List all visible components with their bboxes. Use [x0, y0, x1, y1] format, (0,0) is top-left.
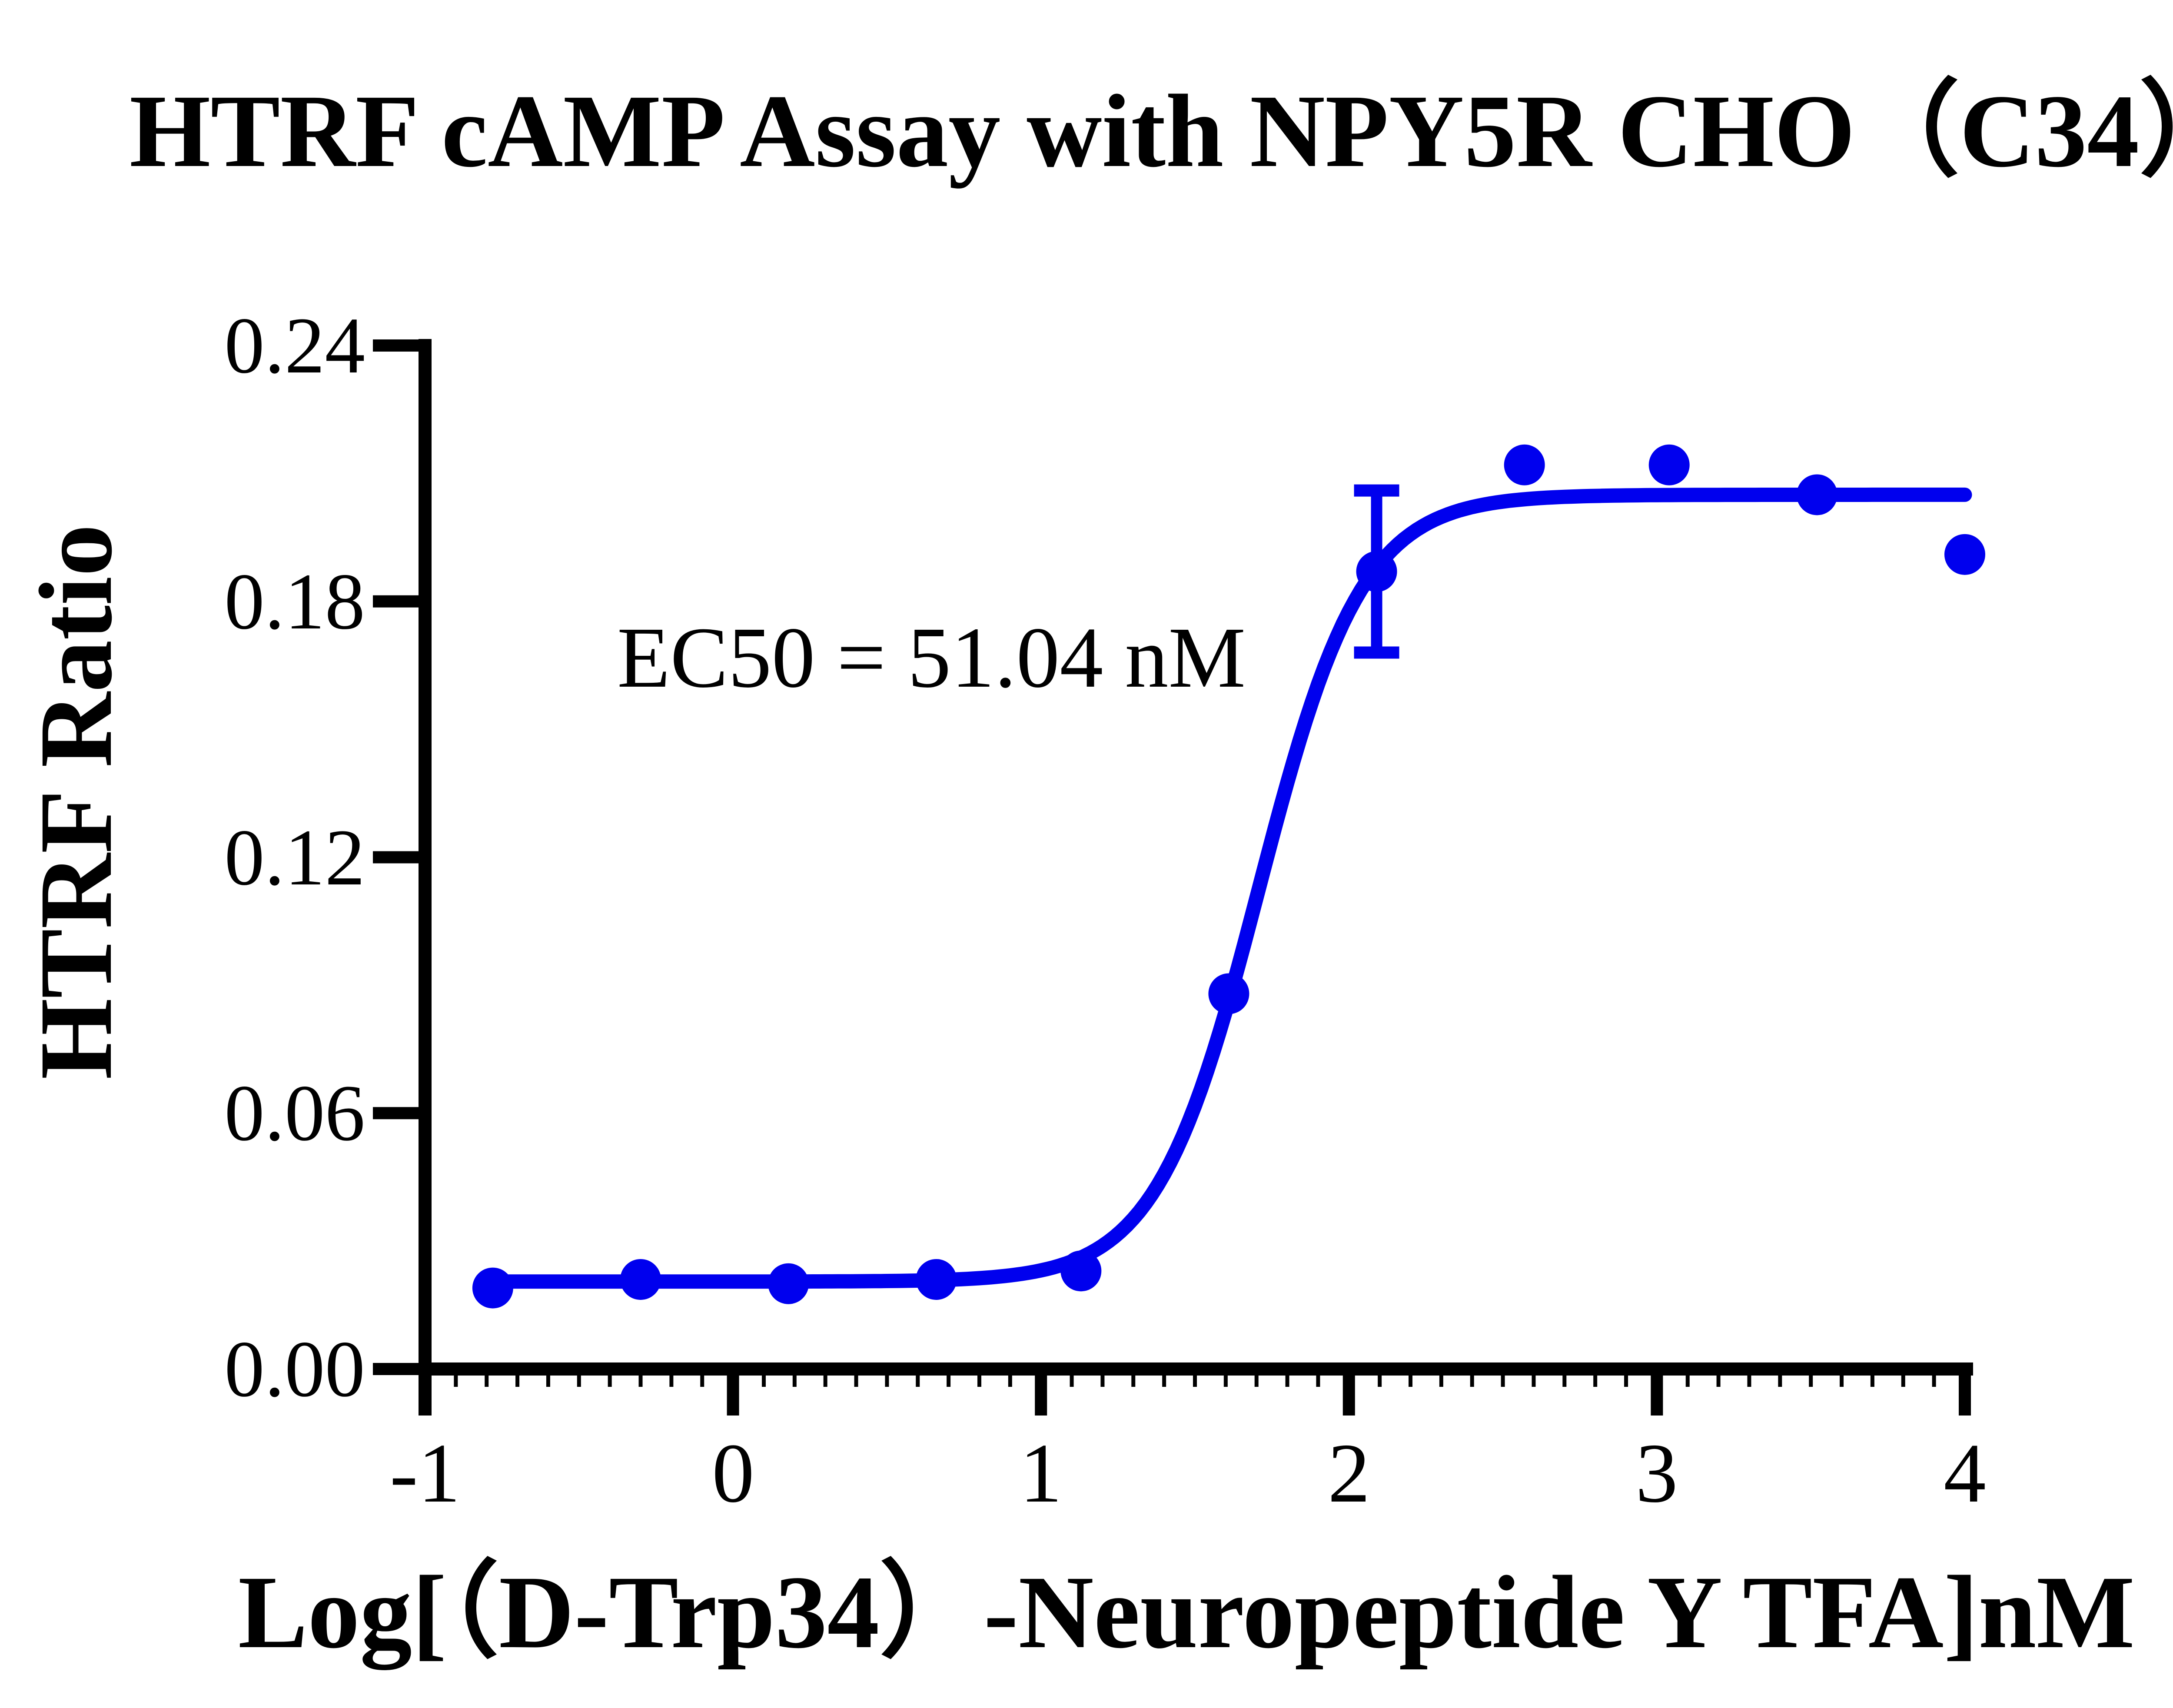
- x-minor-tick: [1223, 1376, 1228, 1387]
- x-minor-tick: [485, 1376, 489, 1387]
- x-minor-tick: [1070, 1376, 1074, 1387]
- x-tick-labels: -1 0 1 2 3 4: [390, 1426, 1986, 1520]
- x-minor-tick: [1901, 1376, 1905, 1387]
- y-tick-label-0.06: 0.06: [224, 1069, 365, 1158]
- x-minor-tick: [515, 1376, 520, 1387]
- x-minor-tick: [1532, 1376, 1536, 1387]
- x-tick-label-3: 3: [1635, 1426, 1678, 1520]
- y-tick-label-0.18: 0.18: [224, 557, 365, 646]
- data-point: [1504, 444, 1545, 485]
- data-point: [768, 1263, 809, 1304]
- data-point: [620, 1259, 661, 1300]
- x-tick-label-2: 2: [1328, 1426, 1370, 1520]
- x-axis-title: Log[（D-Trp34）-Neuropeptide Y TFA]nM: [238, 1554, 2135, 1670]
- x-minor-tick: [1470, 1376, 1474, 1387]
- x-minor-tick: [638, 1376, 643, 1387]
- x-minor-tick: [1254, 1376, 1259, 1387]
- x-tick-label-4: 4: [1944, 1426, 1986, 1520]
- x-minor-tick: [1840, 1376, 1844, 1387]
- x-major-tick: [1959, 1376, 1971, 1416]
- x-minor-tick: [1593, 1376, 1598, 1387]
- x-minor-tick: [1378, 1376, 1382, 1387]
- x-minor-tick: [823, 1376, 827, 1387]
- x-major-tick: [727, 1376, 739, 1416]
- x-minor-tick: [546, 1376, 550, 1387]
- x-minor-tick: [669, 1376, 674, 1387]
- chart-title: HTRF cAMP Assay with NPY5R CHO（C34）: [130, 73, 2173, 189]
- x-minor-tick: [1409, 1376, 1413, 1387]
- y-tick-label-0.00: 0.00: [224, 1325, 365, 1414]
- x-major-tick: [1342, 1376, 1355, 1416]
- x-major-tick: [419, 1376, 431, 1416]
- data-point: [1648, 444, 1690, 485]
- x-minor-tick: [885, 1376, 889, 1387]
- x-major-tick: [1651, 1376, 1663, 1416]
- x-minor-tick: [1131, 1376, 1136, 1387]
- axes: [373, 339, 1973, 1416]
- x-minor-tick: [1562, 1376, 1567, 1387]
- x-minor-tick: [761, 1376, 766, 1387]
- x-minor-tick: [977, 1376, 981, 1387]
- x-axis-spine: [419, 1362, 1973, 1376]
- x-minor-tick: [1501, 1376, 1505, 1387]
- data-points: [472, 444, 1985, 1309]
- y-major-tick: [373, 1363, 425, 1375]
- x-minor-tick: [854, 1376, 858, 1387]
- x-minor-tick: [1100, 1376, 1105, 1387]
- x-minor-tick: [1008, 1376, 1012, 1387]
- y-axis-spine: [419, 339, 432, 1416]
- y-major-tick: [373, 595, 425, 608]
- x-tick-label-1: 1: [1020, 1426, 1062, 1520]
- x-minor-tick: [1778, 1376, 1782, 1387]
- y-axis-title: HTRF Ratio: [18, 524, 133, 1080]
- x-minor-tick: [1162, 1376, 1166, 1387]
- x-minor-tick: [608, 1376, 612, 1387]
- x-minor-tick: [1716, 1376, 1721, 1387]
- x-minor-tick: [700, 1376, 704, 1387]
- x-tick-label-neg1: -1: [390, 1426, 460, 1520]
- data-point: [916, 1259, 957, 1300]
- data-point: [1060, 1250, 1102, 1292]
- x-minor-tick: [947, 1376, 951, 1387]
- data-point: [1796, 474, 1837, 515]
- y-major-tick: [373, 851, 425, 864]
- x-minor-tick: [792, 1376, 797, 1387]
- x-major-tick: [1035, 1376, 1047, 1416]
- x-minor-tick: [1439, 1376, 1443, 1387]
- data-point: [472, 1267, 513, 1309]
- x-minor-tick: [1932, 1376, 1936, 1387]
- y-tick-label-0.24: 0.24: [224, 301, 365, 390]
- x-tick-label-0: 0: [712, 1426, 754, 1520]
- x-minor-tick: [1316, 1376, 1320, 1387]
- x-minor-tick: [1870, 1376, 1874, 1387]
- y-tick-label-0.12: 0.12: [224, 813, 365, 902]
- y-major-tick: [373, 1107, 425, 1120]
- x-minor-tick: [577, 1376, 581, 1387]
- x-minor-tick: [1624, 1376, 1628, 1387]
- data-point: [1356, 551, 1397, 592]
- x-minor-tick: [1809, 1376, 1813, 1387]
- ec50-annotation: EC50 = 51.04 nM: [617, 610, 1246, 706]
- x-minor-tick: [1193, 1376, 1197, 1387]
- x-minor-tick: [1685, 1376, 1690, 1387]
- x-minor-tick: [1747, 1376, 1751, 1387]
- x-minor-tick: [454, 1376, 458, 1387]
- x-minor-tick: [1285, 1376, 1289, 1387]
- data-point: [1944, 534, 1985, 575]
- y-tick-labels: 0.00 0.06 0.12 0.18 0.24: [224, 301, 365, 1414]
- x-minor-tick: [916, 1376, 920, 1387]
- y-major-tick: [373, 339, 425, 352]
- data-point: [1208, 973, 1249, 1014]
